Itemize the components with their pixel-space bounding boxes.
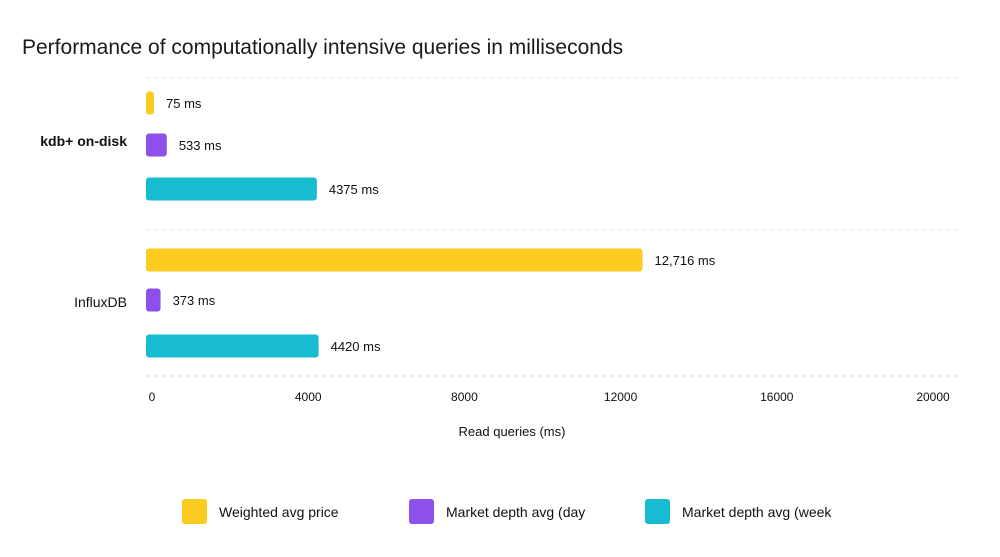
- legend-swatch: [182, 499, 207, 524]
- data-label: 373 ms: [173, 293, 216, 308]
- legend-item-market-depth-day: Market depth avg (day: [409, 499, 585, 524]
- legend-label: Market depth avg (day: [446, 503, 586, 520]
- legend-swatch: [645, 499, 670, 524]
- data-label: 75 ms: [166, 96, 202, 111]
- x-tick-label: 4000: [295, 390, 322, 404]
- x-tick-label: 0: [149, 390, 156, 404]
- x-tick-label: 16000: [760, 390, 794, 404]
- data-label: 4420 ms: [331, 339, 381, 354]
- data-label: 533 ms: [179, 138, 222, 153]
- bar: [146, 133, 167, 157]
- x-tick-label: 12000: [604, 390, 638, 404]
- bar: [146, 248, 643, 272]
- bar-chart: kdb+ on-disk InfluxDB 75 ms 12,716 ms 533 ms…: [40, 77, 960, 439]
- category-label: kdb+ on-disk: [40, 133, 127, 149]
- bar: [146, 334, 319, 358]
- x-tick-label: 8000: [451, 390, 478, 404]
- legend-item-weighted-avg-price: Weighted avg price: [182, 499, 339, 524]
- chart-title: Performance of computationally intensive…: [22, 36, 624, 59]
- data-label: 4375 ms: [329, 182, 379, 197]
- x-axis-title: Read queries (ms): [459, 424, 566, 439]
- chart-legend: Weighted avg price Market depth avg (day…: [0, 499, 1000, 529]
- legend-label: Weighted avg price: [219, 503, 339, 520]
- legend-item-market-depth-week: Market depth avg (week: [645, 499, 831, 524]
- x-tick-label: 20000: [916, 390, 950, 404]
- legend-label: Market depth avg (week: [682, 503, 832, 520]
- bar: [146, 177, 317, 201]
- bar: [146, 91, 154, 115]
- category-label: InfluxDB: [74, 294, 127, 310]
- data-label: 12,716 ms: [655, 253, 716, 268]
- bar: [146, 288, 161, 312]
- legend-swatch: [409, 499, 434, 524]
